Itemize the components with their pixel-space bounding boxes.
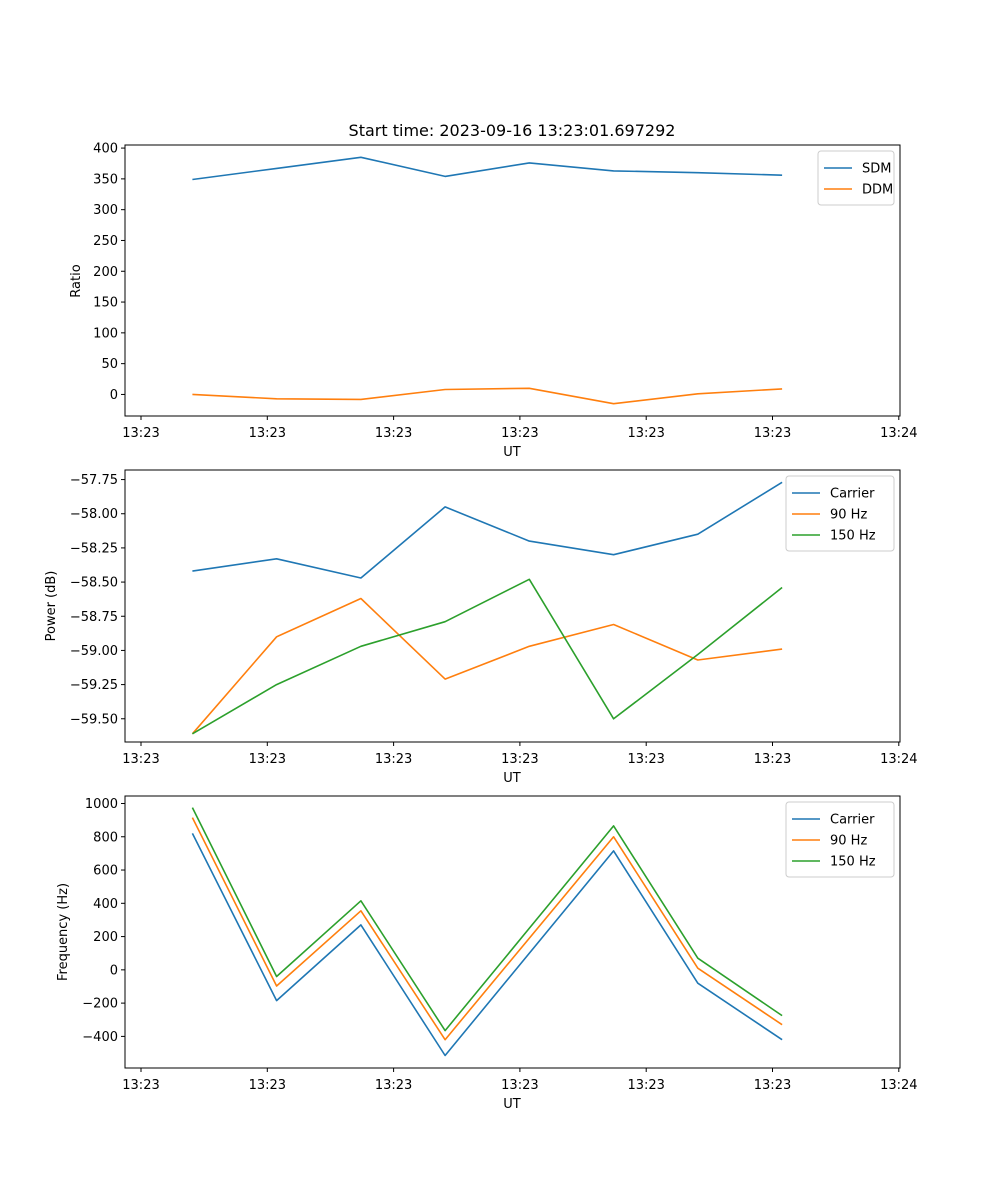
frequency-series-carrier-line xyxy=(191,833,783,1057)
frequency-legend: Carrier 90 Hz 150 Hz xyxy=(785,801,895,878)
ratio-x-tick-label: 13:23 xyxy=(501,426,538,441)
ratio-y-tick-label: 150 xyxy=(93,296,118,311)
ratio-y-tick-label: 100 xyxy=(93,326,118,341)
power-panel: UT Power (dB) −59.50 −59.25 −59.00 −58.75 −5… xyxy=(44,469,918,786)
frequency-x-tick-label: 13:24 xyxy=(880,1078,917,1093)
power-y-tick-label: −58.75 xyxy=(70,610,118,625)
power-x-axis-label: UT xyxy=(503,771,521,786)
frequency-axes-frame xyxy=(124,795,901,1069)
frequency-y-tick-label: 200 xyxy=(93,930,118,945)
ratio-x-tick-label: 13:23 xyxy=(627,426,664,441)
frequency-x-tick-label: 13:23 xyxy=(627,1078,664,1093)
ratio-y-tick-label: 400 xyxy=(93,142,118,157)
ratio-axes-frame xyxy=(124,144,901,417)
power-series-carrier-line xyxy=(192,481,783,579)
frequency-x-axis-label: UT xyxy=(503,1097,521,1112)
frequency-series-150-hz-line xyxy=(191,807,783,1032)
ratio-y-tick-label: 200 xyxy=(93,265,118,280)
frequency-y-tick-label: −400 xyxy=(82,1030,118,1045)
power-legend-label: 150 Hz xyxy=(830,529,876,544)
ratio-x-tick-label: 13:23 xyxy=(249,426,286,441)
frequency-y-tick-label: −200 xyxy=(82,997,118,1012)
power-y-tick-label: −59.50 xyxy=(70,712,118,727)
power-x-tick-label: 13:23 xyxy=(754,752,791,767)
ratio-x-tick-label: 13:23 xyxy=(754,426,791,441)
chart-title: Start time: 2023-09-16 13:23:01.697292 xyxy=(349,121,676,140)
power-y-tick-label: −59.00 xyxy=(70,644,118,659)
frequency-y-tick-label: 400 xyxy=(93,897,118,912)
frequency-x-tick-label: 13:23 xyxy=(375,1078,412,1093)
ratio-panel: Start time: 2023-09-16 13:23:01.697292 U… xyxy=(69,121,918,460)
power-series-90-hz-line xyxy=(191,597,783,735)
power-legend: Carrier 90 Hz 150 Hz xyxy=(785,475,895,552)
ratio-y-tick-label: 300 xyxy=(93,203,118,218)
power-legend-box xyxy=(785,475,895,552)
frequency-x-tick-label: 13:23 xyxy=(754,1078,791,1093)
frequency-y-tick-label: 800 xyxy=(93,830,118,845)
ratio-x-axis-label: UT xyxy=(503,445,521,460)
power-y-tick-label: −58.00 xyxy=(70,507,118,522)
power-x-tick-label: 13:24 xyxy=(880,752,917,767)
frequency-y-tick-label: 0 xyxy=(110,963,118,978)
power-axes-frame xyxy=(124,469,901,743)
ratio-y-tick-label: 50 xyxy=(101,357,118,372)
power-x-tick-label: 13:23 xyxy=(122,752,159,767)
ratio-legend-label: SDM xyxy=(862,162,891,177)
power-y-axis-label: Power (dB) xyxy=(44,571,59,642)
power-y-tick-label: −57.75 xyxy=(70,473,118,488)
frequency-series-90-hz-line xyxy=(191,817,783,1041)
frequency-y-tick-label: 600 xyxy=(93,864,118,879)
ratio-legend-label: DDM xyxy=(862,183,893,198)
ratio-x-tick-label: 13:23 xyxy=(375,426,412,441)
frequency-legend-box xyxy=(785,801,895,878)
ratio-x-tick-label: 13:23 xyxy=(122,426,159,441)
frequency-legend-label: 90 Hz xyxy=(830,834,867,849)
power-x-tick-label: 13:23 xyxy=(501,752,538,767)
frequency-x-tick-label: 13:23 xyxy=(249,1078,286,1093)
ratio-y-tick-label: 250 xyxy=(93,234,118,249)
frequency-legend-label: 150 Hz xyxy=(830,855,876,870)
frequency-y-tick-label: 1000 xyxy=(85,797,118,812)
power-legend-label: 90 Hz xyxy=(830,508,867,523)
frequency-x-tick-label: 13:23 xyxy=(501,1078,538,1093)
power-legend-label: Carrier xyxy=(830,487,875,502)
power-series-150-hz-line xyxy=(191,578,783,735)
power-x-tick-label: 13:23 xyxy=(627,752,664,767)
power-x-tick-label: 13:23 xyxy=(375,752,412,767)
power-y-tick-label: −59.25 xyxy=(70,678,118,693)
ratio-legend: SDM DDM xyxy=(817,150,895,206)
ratio-legend-box xyxy=(817,150,895,206)
power-x-tick-label: 13:23 xyxy=(249,752,286,767)
ratio-series-sdm-line xyxy=(192,156,783,181)
frequency-panel: UT Frequency (Hz) −400 −200 0 200 400 600 800 1… xyxy=(56,795,918,1112)
ratio-series-ddm-line xyxy=(192,387,783,405)
power-y-tick-label: −58.25 xyxy=(70,541,118,556)
ratio-y-axis-label: Ratio xyxy=(69,264,84,297)
ratio-y-tick-label: 350 xyxy=(93,172,118,187)
ratio-x-tick-label: 13:24 xyxy=(880,426,917,441)
frequency-y-axis-label: Frequency (Hz) xyxy=(56,883,71,981)
frequency-x-tick-label: 13:23 xyxy=(122,1078,159,1093)
power-y-tick-label: −58.50 xyxy=(70,576,118,591)
ratio-y-tick-label: 0 xyxy=(110,388,118,403)
frequency-legend-label: Carrier xyxy=(830,813,875,828)
